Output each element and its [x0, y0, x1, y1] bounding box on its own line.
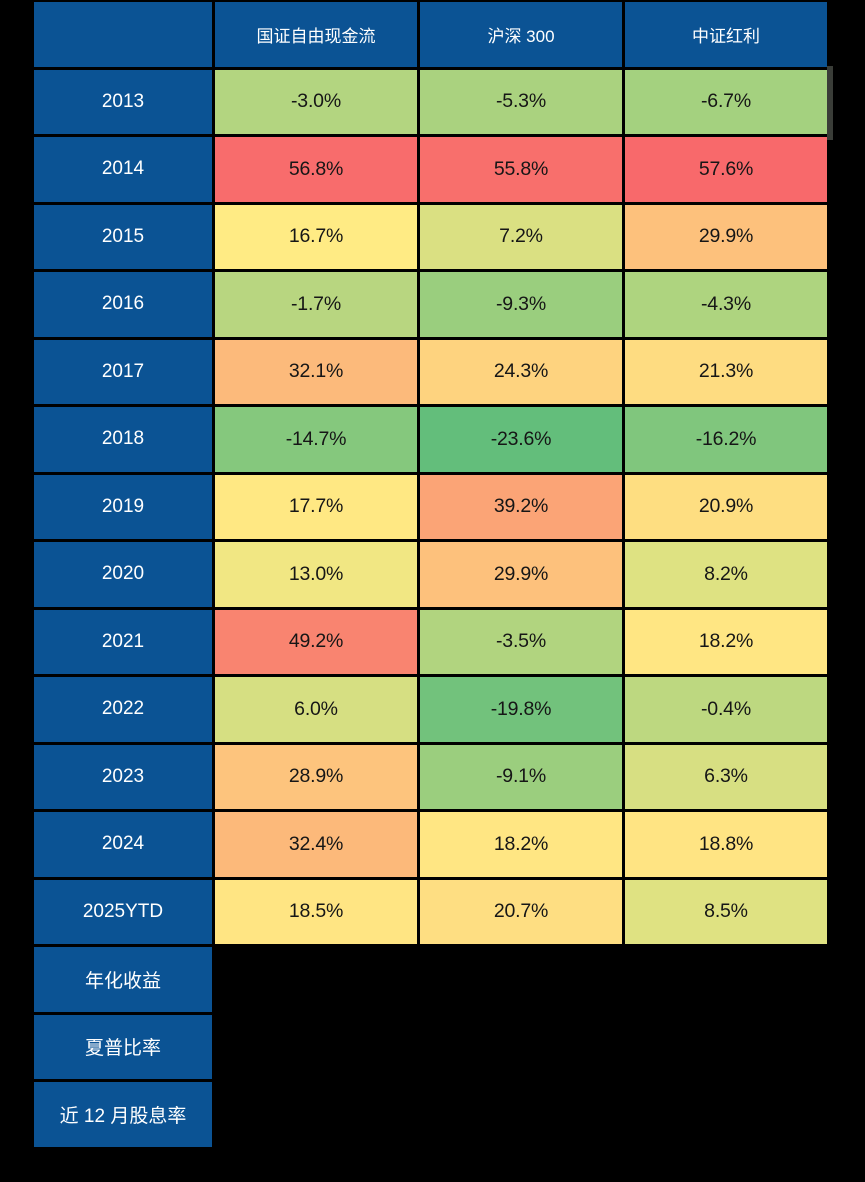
empty-cell	[625, 1015, 827, 1080]
table-cell: -19.8%	[420, 677, 622, 742]
table-cell: 13.0%	[215, 542, 417, 607]
table-cell: 56.8%	[215, 137, 417, 202]
table-cell: 32.4%	[215, 812, 417, 877]
table-cell: 24.3%	[420, 339, 622, 404]
table-cell: 21.3%	[625, 339, 827, 404]
table-cell: -6.7%	[625, 69, 827, 134]
table-cell: -9.3%	[420, 272, 622, 337]
row-label-2018: 2018	[34, 407, 212, 472]
row-label-2013: 2013	[34, 69, 212, 134]
heatmap-table: 国证自由现金流 沪深 300 中证红利 2013 -3.0% -5.3% -6.…	[34, 2, 827, 1147]
table-cell: 17.7%	[215, 474, 417, 539]
table-cell: -1.7%	[215, 272, 417, 337]
table-cell: -0.4%	[625, 677, 827, 742]
table-cell: 49.2%	[215, 609, 417, 674]
table-cell: 29.9%	[420, 542, 622, 607]
table-cell: 18.2%	[420, 812, 622, 877]
table-cell: 18.5%	[215, 879, 417, 944]
table-cell: -23.6%	[420, 407, 622, 472]
table-cell: -14.7%	[215, 407, 417, 472]
row-label-2023: 2023	[34, 744, 212, 809]
row-label-2016: 2016	[34, 272, 212, 337]
row-label-2021: 2021	[34, 609, 212, 674]
empty-cell	[625, 1082, 827, 1147]
table-cell: 57.6%	[625, 137, 827, 202]
row-label-2015: 2015	[34, 204, 212, 269]
column-header-free-cash-flow: 国证自由现金流	[215, 2, 417, 67]
row-label-2025ytd: 2025YTD	[34, 879, 212, 944]
table-cell: 20.9%	[625, 474, 827, 539]
table-cell: 28.9%	[215, 744, 417, 809]
corner-cell	[34, 2, 212, 67]
table-cell: 8.2%	[625, 542, 827, 607]
column-header-csi300: 沪深 300	[420, 2, 622, 67]
row-label-2017: 2017	[34, 339, 212, 404]
row-label-2019: 2019	[34, 474, 212, 539]
table-cell: 6.3%	[625, 744, 827, 809]
row-label-2024: 2024	[34, 812, 212, 877]
row-label-2022: 2022	[34, 677, 212, 742]
row-label-annualized-return: 年化收益	[34, 947, 212, 1012]
empty-cell	[215, 947, 417, 1012]
table-cell: 29.9%	[625, 204, 827, 269]
empty-cell	[420, 1082, 622, 1147]
empty-cell	[420, 1015, 622, 1080]
table-cell: -16.2%	[625, 407, 827, 472]
table-cell: -9.1%	[420, 744, 622, 809]
table-cell: 55.8%	[420, 137, 622, 202]
table-cell: -3.5%	[420, 609, 622, 674]
empty-cell	[215, 1082, 417, 1147]
row-label-2020: 2020	[34, 542, 212, 607]
table-cell: 20.7%	[420, 879, 622, 944]
row-label-ttm-dividend-yield: 近 12 月股息率	[34, 1082, 212, 1147]
table-cell: -3.0%	[215, 69, 417, 134]
table-cell: 18.2%	[625, 609, 827, 674]
table-cell: 8.5%	[625, 879, 827, 944]
table-cell: 16.7%	[215, 204, 417, 269]
row-label-2014: 2014	[34, 137, 212, 202]
table-cell: 39.2%	[420, 474, 622, 539]
empty-cell	[215, 1015, 417, 1080]
empty-cell	[420, 947, 622, 1012]
table-cell: 32.1%	[215, 339, 417, 404]
empty-cell	[625, 947, 827, 1012]
table-cell: 6.0%	[215, 677, 417, 742]
table-cell: 18.8%	[625, 812, 827, 877]
row-label-sharpe-ratio: 夏普比率	[34, 1014, 212, 1079]
row-2013-selection-border	[827, 66, 833, 140]
table-cell: -5.3%	[420, 69, 622, 134]
table-cell: -4.3%	[625, 272, 827, 337]
table-cell: 7.2%	[420, 204, 622, 269]
column-header-dividend: 中证红利	[625, 2, 827, 67]
